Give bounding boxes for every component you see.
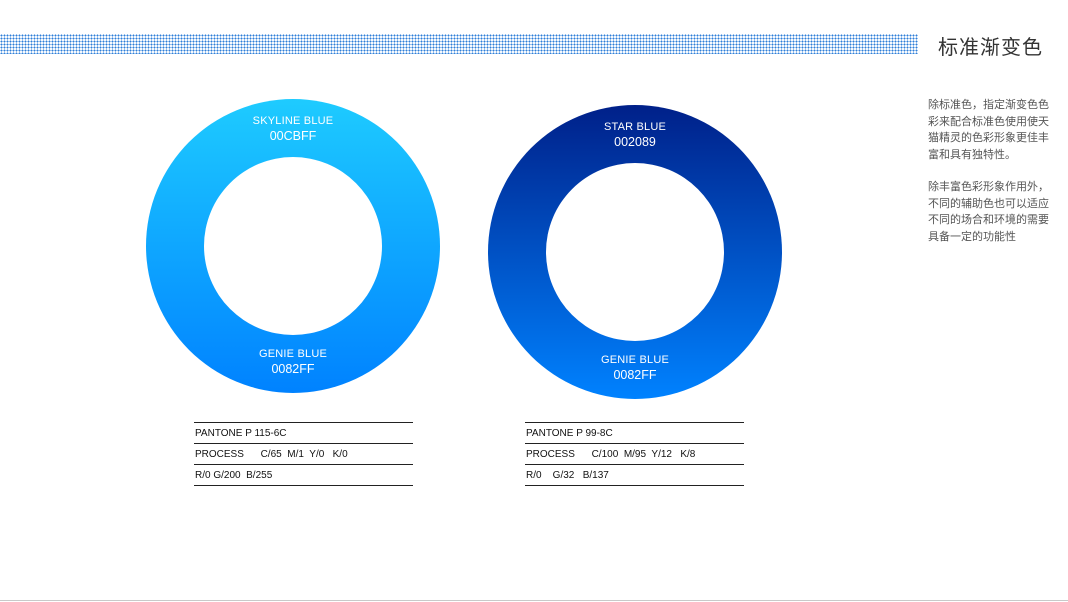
spec-row-rgb: R/0 G/32 B/137 (525, 464, 744, 486)
spec-row-process: PROCESS C/65 M/1 Y/0 K/0 (194, 443, 413, 464)
color-name: SKYLINE BLUE (252, 115, 334, 127)
color-hex: 0082FF (271, 362, 315, 376)
spec-row-pantone: PANTONE P 99-8C (525, 422, 744, 443)
gradient-ring-skyline-genie: SKYLINE BLUE 00CBFF GENIE BLUE 0082FF (146, 99, 440, 393)
footer-divider (0, 600, 1068, 601)
color-name: GENIE BLUE (600, 354, 670, 366)
spec-row-rgb: R/0 G/200 B/255 (194, 464, 413, 486)
dotted-header-band (0, 34, 918, 54)
spec-row-process: PROCESS C/100 M/95 Y/12 K/8 (525, 443, 744, 464)
ring-bottom-label: GENIE BLUE 0082FF (488, 353, 782, 383)
color-hex: 00CBFF (269, 129, 317, 143)
color-spec-table: PANTONE P 115-6C PROCESS C/65 M/1 Y/0 K/… (194, 422, 413, 486)
color-name: STAR BLUE (603, 121, 667, 133)
ring-bottom-label: GENIE BLUE 0082FF (146, 347, 440, 377)
ring-hole (204, 157, 382, 335)
description-paragraph: 除丰富色彩形象作用外，不同的辅助色也可以适应不同的场合和环境的需要具备一定的功能… (928, 180, 1049, 243)
page-title: 标准渐变色 (938, 35, 1043, 59)
color-spec-table: PANTONE P 99-8C PROCESS C/100 M/95 Y/12 … (525, 422, 744, 486)
description-paragraph: 除标准色，指定渐变色色彩来配合标准色使用使天猫精灵的色彩形象更佳丰富和具有独特性… (928, 98, 1049, 161)
description-panel: 除标准色，指定渐变色色彩来配合标准色使用使天猫精灵的色彩形象更佳丰富和具有独特性… (928, 97, 1056, 261)
color-hex: 0082FF (613, 368, 657, 382)
ring-top-label: STAR BLUE 002089 (488, 120, 782, 150)
color-name: GENIE BLUE (258, 348, 328, 360)
ring-hole (546, 163, 724, 341)
color-hex: 002089 (614, 135, 656, 149)
gradient-ring-star-genie: STAR BLUE 002089 GENIE BLUE 0082FF (488, 105, 782, 399)
ring-top-label: SKYLINE BLUE 00CBFF (146, 114, 440, 144)
spec-row-pantone: PANTONE P 115-6C (194, 422, 413, 443)
